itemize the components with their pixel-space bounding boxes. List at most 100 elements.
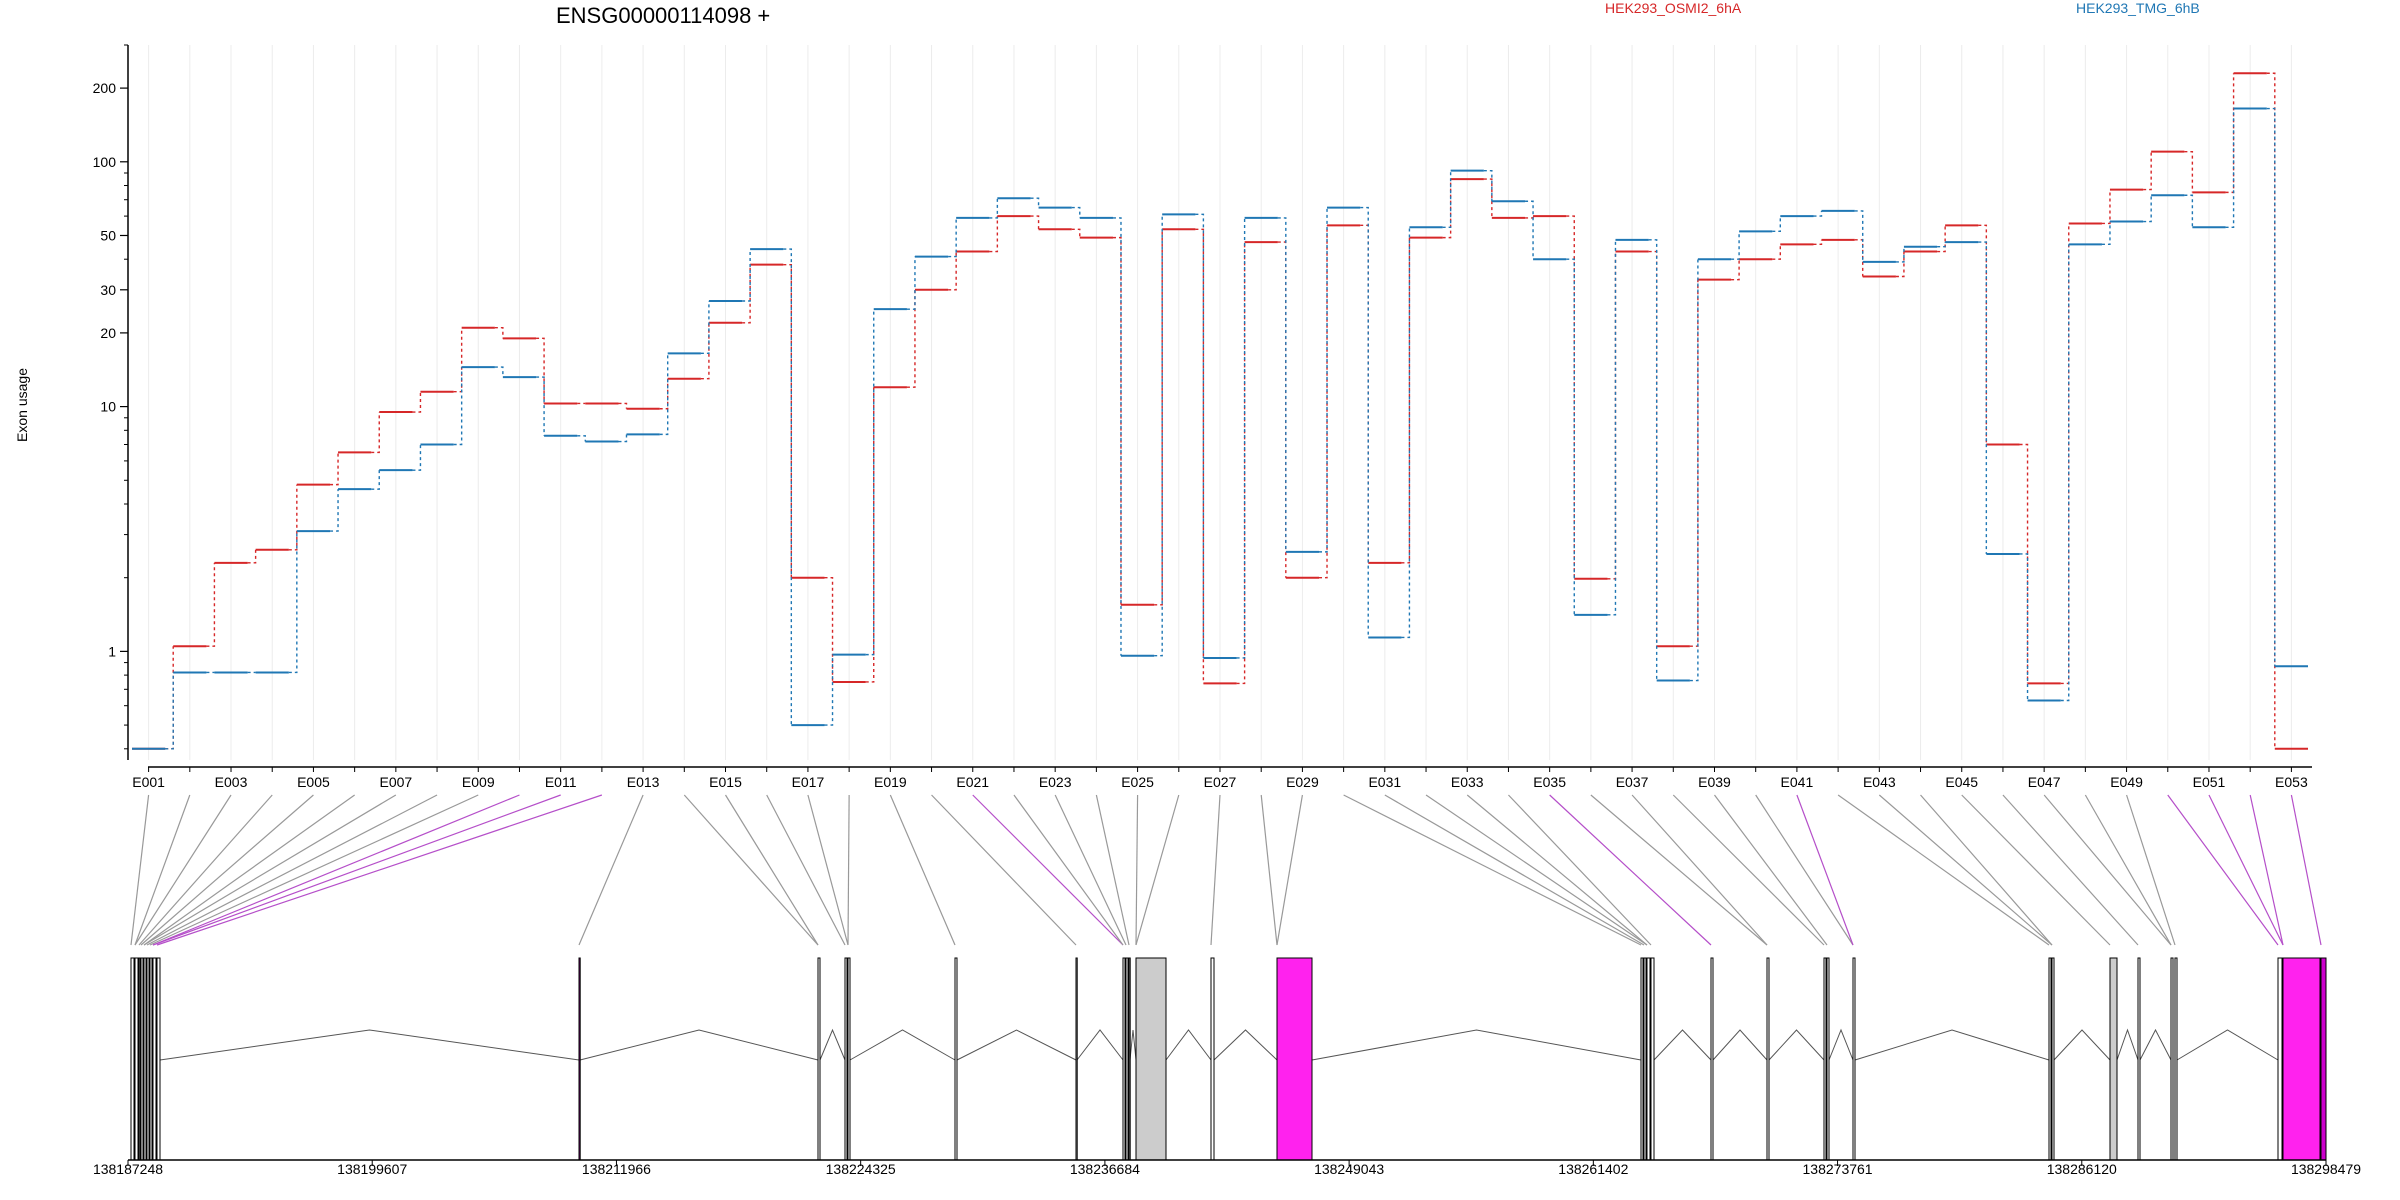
series-connector [700,300,710,355]
series-connector [742,264,751,324]
series-connector [577,435,586,442]
connector-e027 [1210,794,1221,946]
series-connector [1483,178,1493,218]
series-connector [288,484,298,551]
x-axis: E001 E003 E005 E007 E009 E011 E013 E015 E017 E019… [132,766,2312,790]
x-tick-label-e053: E053 [2275,774,2308,790]
intron [1653,1029,1712,1061]
intron [1854,1029,2050,1061]
connector-e011 [152,794,561,946]
gene-exon [130,957,135,1161]
x-tick-label-e011: E011 [545,774,577,790]
gene-exon [1276,957,1313,1161]
connector-e009 [149,794,479,946]
gene-exon [2277,957,2283,1161]
series-connector [618,402,628,409]
intron [819,1028,846,1061]
series-connector [1277,241,1287,578]
series-connector [371,412,380,454]
series-connector [1607,251,1617,580]
gene-exon [817,957,821,1161]
connector-e012 [156,794,603,946]
connector-e028 [1260,794,1278,946]
gene-exon [1128,957,1131,1161]
intron [579,1029,819,1061]
y-tick-label: 1 [108,643,116,659]
y-tick-label: 30 [100,282,116,298]
connector-e032 [1425,794,1648,946]
y-tick-label: 20 [100,325,116,341]
connector-e018 [847,794,850,946]
connector-e002 [134,794,191,946]
series-connector [165,646,174,750]
series-connector [206,562,216,647]
series-connector [2143,151,2152,191]
series-connector [906,289,916,388]
y-axis-label: Exon usage [14,368,30,442]
x-tick-label-e003: E003 [215,774,248,790]
connector-e052 [2249,794,2284,946]
series-connector [1937,242,1946,248]
series-connector [2266,72,2276,749]
genomic-tick-label: 138224325 [826,1161,896,1177]
gene-exon [2051,957,2055,1161]
genomic-tick-label: 138273761 [1803,1161,1873,1177]
x-tick-label-e019: E019 [874,774,907,790]
x-tick-label-e017: E017 [792,774,825,790]
x-tick-label-e007: E007 [379,774,412,790]
x-tick-label-e025: E025 [1121,774,1154,790]
intron [2139,1028,2172,1061]
series-connector [1648,239,1658,681]
connector-e034 [1508,794,1652,946]
connector-e007 [143,794,397,946]
series-connector [1483,169,1493,202]
gene-exon [1650,957,1655,1161]
connector-e008 [146,794,438,946]
connector-e001 [130,794,150,946]
connector-e041 [1796,794,1854,946]
connector-e044 [1920,794,2053,946]
connector-e048 [2084,794,2172,946]
x-tick-label-e013: E013 [627,774,660,790]
series-connector [1319,207,1328,553]
gene-exon [2109,957,2118,1161]
series-connector [494,366,504,378]
gene-exon [2174,957,2178,1161]
connector-e003 [134,794,232,946]
connector-e049 [2125,794,2176,946]
series-connector [989,198,999,219]
intron [1768,1029,1825,1061]
x-tick-label-e029: E029 [1286,774,1319,790]
connector-e017 [807,794,849,946]
series-connector [330,452,339,486]
connector-e038 [1672,794,1825,946]
gene-exon [1852,957,1856,1161]
gene-exon [2170,957,2174,1161]
series-connector [1772,216,1782,233]
intron [956,1029,1077,1061]
connector-e005 [140,794,314,946]
x-tick-label-e021: E021 [956,774,989,790]
series-connector [1360,206,1369,638]
series-connector [742,249,751,302]
series-connector [1154,229,1163,606]
gene-exon [1640,957,1644,1161]
chart-title: ENSG00000114098 + [556,3,770,28]
gene-exon [1075,957,1078,1161]
x-tick-label-e027: E027 [1204,774,1237,790]
intron [159,1029,580,1061]
x-tick-label-e041: E041 [1781,774,1814,790]
series-connector [1360,224,1369,563]
x-tick-label-e001: E001 [132,774,165,790]
x-tick-label-e015: E015 [709,774,742,790]
gene-model [130,957,2327,1161]
series-connector [618,434,628,443]
connector-e030 [1343,794,1642,946]
series-connector [1607,239,1617,616]
connector-e031 [1384,794,1645,946]
connector-e050 [2167,794,2279,946]
connector-e019 [889,794,956,946]
intron [1712,1029,1768,1061]
connector-e033 [1466,794,1648,946]
series-connector [2184,194,2194,228]
